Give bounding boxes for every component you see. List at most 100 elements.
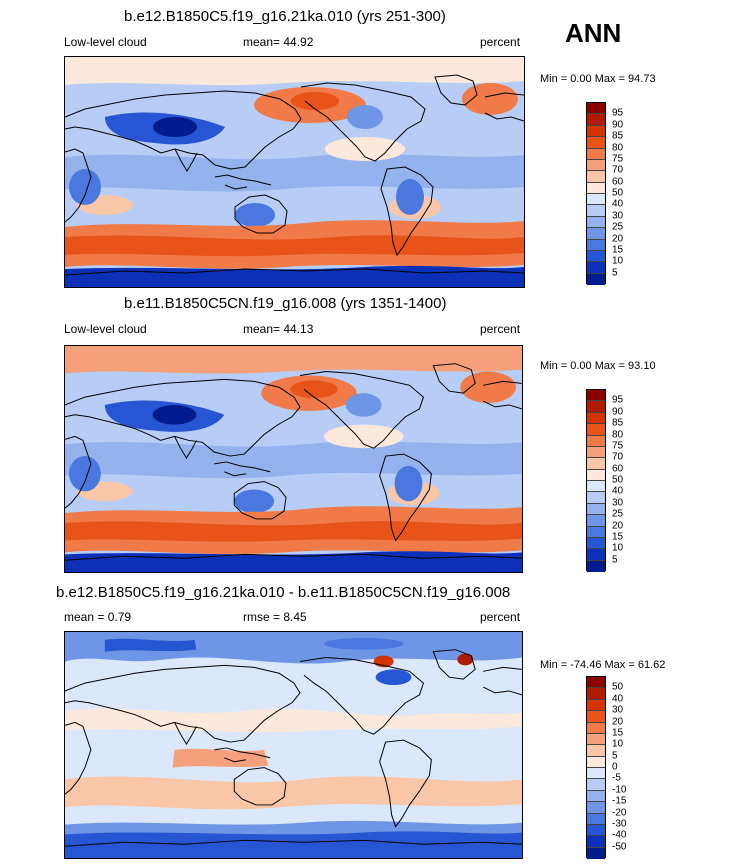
- colorbar-tick-label: 20: [612, 716, 624, 727]
- colorbar-swatch: [587, 688, 605, 700]
- colorbar-tick-label: -20: [612, 807, 627, 818]
- colorbar-tick-label: 5: [612, 554, 618, 566]
- colorbar-swatch: [587, 768, 605, 780]
- panel2-title: b.e11.B1850C5CN.f19_g16.008 (yrs 1351-14…: [124, 295, 447, 312]
- colorbar-swatch: [587, 526, 605, 538]
- colorbar-tick-label: 85: [612, 130, 624, 142]
- colorbar-swatch: [587, 847, 605, 859]
- colorbar-swatch: [587, 446, 605, 459]
- colorbar-swatch: [587, 424, 605, 436]
- panel2-colorbar: [586, 389, 606, 572]
- colorbar-tick-label: 0: [612, 761, 618, 773]
- colorbar-tick-label: -50: [612, 841, 627, 853]
- colorbar-swatch: [587, 503, 605, 516]
- colorbar-tick-label: 10: [612, 542, 624, 554]
- panel2-minmax: Min = 0.00 Max = 93.10: [540, 360, 656, 372]
- panel1-mean-label: mean= 44.92: [243, 35, 314, 49]
- colorbar-swatch: [587, 492, 605, 504]
- colorbar-swatch: [587, 711, 605, 723]
- colorbar-swatch: [587, 537, 605, 550]
- colorbar-swatch: [587, 159, 605, 172]
- colorbar-swatch: [587, 722, 605, 734]
- colorbar-tick-label: 40: [612, 198, 624, 210]
- colorbar-swatch: [587, 205, 605, 217]
- colorbar-tick-label: 90: [612, 406, 624, 418]
- colorbar-swatch: [587, 813, 605, 825]
- colorbar-swatch: [587, 699, 605, 712]
- colorbar-tick-label: 75: [612, 440, 624, 452]
- colorbar-swatch: [587, 549, 605, 561]
- colorbar-swatch: [587, 481, 605, 493]
- colorbar-tick-label: 30: [612, 704, 624, 716]
- colorbar-tick-label: 85: [612, 417, 624, 429]
- colorbar-swatch: [587, 836, 605, 848]
- colorbar-swatch: [587, 745, 605, 757]
- colorbar-tick-label: 5: [612, 267, 618, 279]
- colorbar-tick-label: -15: [612, 795, 627, 807]
- colorbar-swatch: [587, 182, 605, 194]
- colorbar-swatch: [587, 802, 605, 814]
- colorbar-swatch: [587, 779, 605, 791]
- panel3-map: [64, 631, 523, 859]
- panel3-rmse-label: rmse = 8.45: [243, 610, 307, 624]
- colorbar-swatch: [587, 824, 605, 837]
- panel2-mean-label: mean= 44.13: [243, 322, 314, 336]
- colorbar-swatch: [587, 103, 605, 115]
- colorbar-tick-label: -10: [612, 784, 627, 796]
- colorbar-tick-label: 50: [612, 187, 624, 199]
- colorbar-tick-label: -5: [612, 772, 621, 784]
- colorbar-swatch: [587, 401, 605, 413]
- colorbar-tick-label: 80: [612, 142, 624, 153]
- colorbar-tick-label: 10: [612, 255, 624, 267]
- colorbar-swatch: [587, 239, 605, 251]
- colorbar-swatch: [587, 458, 605, 470]
- colorbar-swatch: [587, 677, 605, 689]
- panel1-units-label: percent: [480, 35, 521, 49]
- colorbar-tick-label: 60: [612, 176, 624, 188]
- colorbar-swatch: [587, 137, 605, 149]
- colorbar-swatch: [587, 273, 605, 285]
- colorbar-swatch: [587, 171, 605, 183]
- colorbar-swatch: [587, 435, 605, 447]
- panel1-colorbar: [586, 102, 606, 285]
- colorbar-tick-label: 90: [612, 119, 624, 131]
- colorbar-tick-label: 25: [612, 508, 624, 520]
- panel1-map: [64, 56, 525, 288]
- colorbar-swatch: [587, 216, 605, 229]
- colorbar-tick-label: 15: [612, 531, 624, 543]
- colorbar-swatch: [587, 194, 605, 206]
- colorbar-swatch: [587, 148, 605, 160]
- colorbar-tick-label: 95: [612, 107, 624, 119]
- panel3-mean-label: mean = 0.79: [64, 610, 132, 624]
- colorbar-swatch: [587, 733, 605, 746]
- colorbar-tick-label: 50: [612, 474, 624, 486]
- colorbar-tick-label: -30: [612, 818, 627, 830]
- colorbar-tick-label: 25: [612, 221, 624, 233]
- colorbar-swatch: [587, 515, 605, 527]
- colorbar-tick-label: 75: [612, 153, 624, 165]
- colorbar-swatch: [587, 250, 605, 263]
- colorbar-tick-label: 60: [612, 463, 624, 475]
- panel1-minmax: Min = 0.00 Max = 94.73: [540, 73, 656, 85]
- colorbar-tick-label: 70: [612, 164, 624, 176]
- colorbar-tick-label: 30: [612, 497, 624, 509]
- colorbar-swatch: [587, 412, 605, 425]
- colorbar-tick-label: 95: [612, 394, 624, 406]
- colorbar-swatch: [587, 125, 605, 138]
- colorbar-tick-label: 10: [612, 738, 624, 750]
- panel2-map: [64, 345, 523, 573]
- colorbar-swatch: [587, 756, 605, 768]
- panel2-units-label: percent: [480, 322, 521, 336]
- panel3-colorbar: [586, 676, 606, 859]
- colorbar-tick-label: 20: [612, 233, 624, 244]
- colorbar-tick-label: 40: [612, 693, 624, 705]
- colorbar-tick-label: 70: [612, 451, 624, 463]
- colorbar-tick-label: 20: [612, 520, 624, 531]
- colorbar-tick-label: 5: [612, 750, 618, 762]
- colorbar-tick-label: 15: [612, 244, 624, 256]
- colorbar-swatch: [587, 469, 605, 481]
- panel3-units-label: percent: [480, 610, 521, 624]
- colorbar-tick-label: 80: [612, 429, 624, 440]
- colorbar-tick-label: -40: [612, 829, 627, 841]
- colorbar-swatch: [587, 262, 605, 274]
